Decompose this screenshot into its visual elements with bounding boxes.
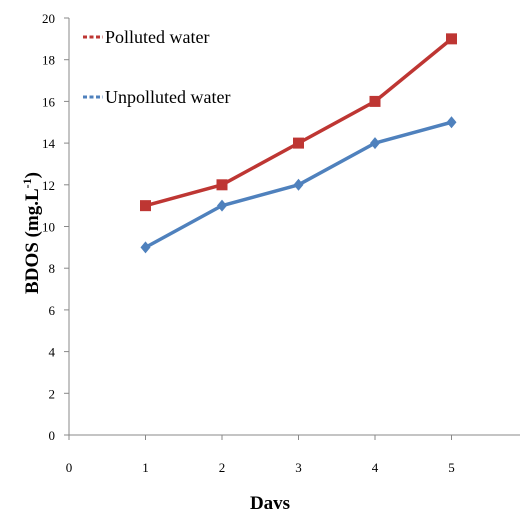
legend-item-polluted-water: Polluted water bbox=[83, 27, 209, 47]
x-tick-label: 0 bbox=[66, 460, 73, 475]
legend: Polluted water Unpolluted water bbox=[83, 27, 230, 107]
data-point-polluted-water bbox=[293, 137, 304, 149]
x-tick-label: 1 bbox=[142, 460, 149, 475]
y-axis-title-close: ) bbox=[22, 172, 43, 178]
data-point-unpolluted-water bbox=[293, 178, 304, 191]
y-tick-label: 10 bbox=[42, 220, 55, 235]
x-tick-label: 3 bbox=[295, 460, 302, 475]
data-point-unpolluted-water bbox=[217, 199, 227, 212]
data-point-polluted-water bbox=[140, 200, 151, 212]
x-axis-ticks: 0 1 2 3 4 5 bbox=[66, 435, 455, 475]
data-point-unpolluted-water bbox=[446, 116, 457, 129]
y-axis-title-superscript: -1 bbox=[20, 178, 34, 188]
y-axis-title-main: BDOS (mg.L bbox=[22, 188, 43, 294]
series-unpolluted-water bbox=[140, 116, 457, 254]
legend-label-polluted-water: Polluted water bbox=[105, 27, 209, 47]
y-tick-label: 6 bbox=[49, 303, 56, 318]
data-point-unpolluted-water bbox=[140, 241, 151, 254]
data-point-polluted-water bbox=[369, 95, 381, 107]
y-tick-label: 8 bbox=[49, 261, 56, 276]
y-axis-ticks: 0 2 4 6 8 10 12 14 16 18 20 bbox=[42, 11, 69, 443]
legend-item-unpolluted-water: Unpolluted water bbox=[83, 87, 230, 107]
x-tick-label: 5 bbox=[448, 460, 455, 475]
x-axis-title: Davs bbox=[250, 493, 290, 514]
y-tick-label: 20 bbox=[42, 11, 55, 26]
x-tick-label: 4 bbox=[372, 460, 379, 475]
data-point-polluted-water bbox=[216, 179, 228, 191]
data-point-polluted-water bbox=[446, 33, 457, 45]
y-tick-label: 14 bbox=[42, 136, 56, 151]
x-tick-label: 2 bbox=[219, 460, 226, 475]
legend-label-unpolluted-water: Unpolluted water bbox=[105, 87, 230, 107]
series-polluted-water bbox=[140, 33, 457, 212]
y-tick-label: 16 bbox=[42, 94, 56, 109]
axes bbox=[68, 18, 520, 436]
y-axis-title: BDOS (mg.L-1) bbox=[20, 172, 43, 294]
y-tick-label: 2 bbox=[49, 386, 56, 401]
y-tick-label: 4 bbox=[49, 345, 56, 360]
y-tick-label: 12 bbox=[42, 178, 55, 193]
data-point-unpolluted-water bbox=[370, 137, 380, 150]
y-tick-label: 18 bbox=[42, 53, 55, 68]
y-tick-label: 0 bbox=[49, 428, 56, 443]
series-layer bbox=[140, 33, 457, 254]
